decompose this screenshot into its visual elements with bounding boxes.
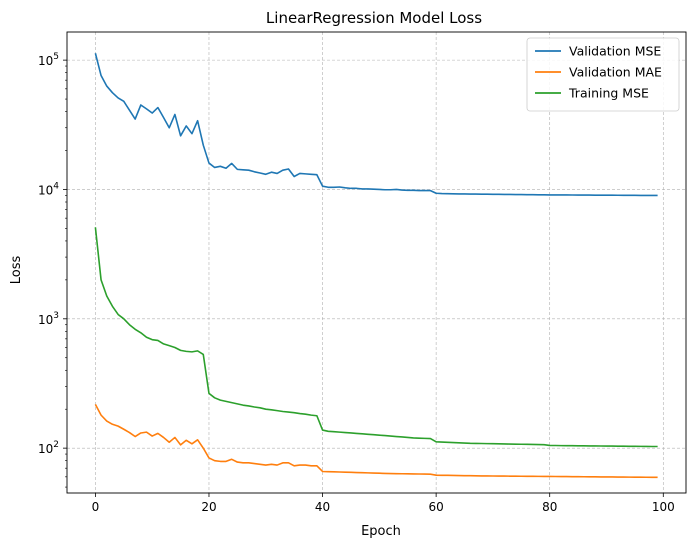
y-tick-label: 102: [38, 440, 59, 456]
y-axis-label: Loss: [9, 256, 24, 285]
x-tick-label: 0: [92, 500, 100, 514]
x-tick-label: 60: [428, 500, 443, 514]
x-tick-label: 40: [315, 500, 330, 514]
x-tick-label: 80: [542, 500, 557, 514]
legend-box: [526, 37, 680, 112]
chart-title: LinearRegression Model Loss: [266, 9, 482, 27]
series-line-3: [94, 227, 658, 448]
y-tick-label: 103: [38, 311, 59, 327]
y-tick-label: 105: [38, 52, 59, 68]
x-tick-label: 20: [201, 500, 216, 514]
series-line-2: [94, 403, 658, 479]
series-line-1: [94, 53, 658, 197]
y-tick-label: 104: [38, 181, 59, 197]
legend-label: Training MSE: [568, 86, 649, 101]
x-tick-label: 100: [652, 500, 675, 514]
legend: Validation MSE Validation MAE Training MSE: [526, 37, 680, 112]
axes-frame: [66, 31, 687, 494]
legend-label: Validation MAE: [569, 65, 662, 80]
x-axis-label: Epoch: [361, 524, 401, 539]
legend-label: Validation MSE: [569, 44, 661, 59]
